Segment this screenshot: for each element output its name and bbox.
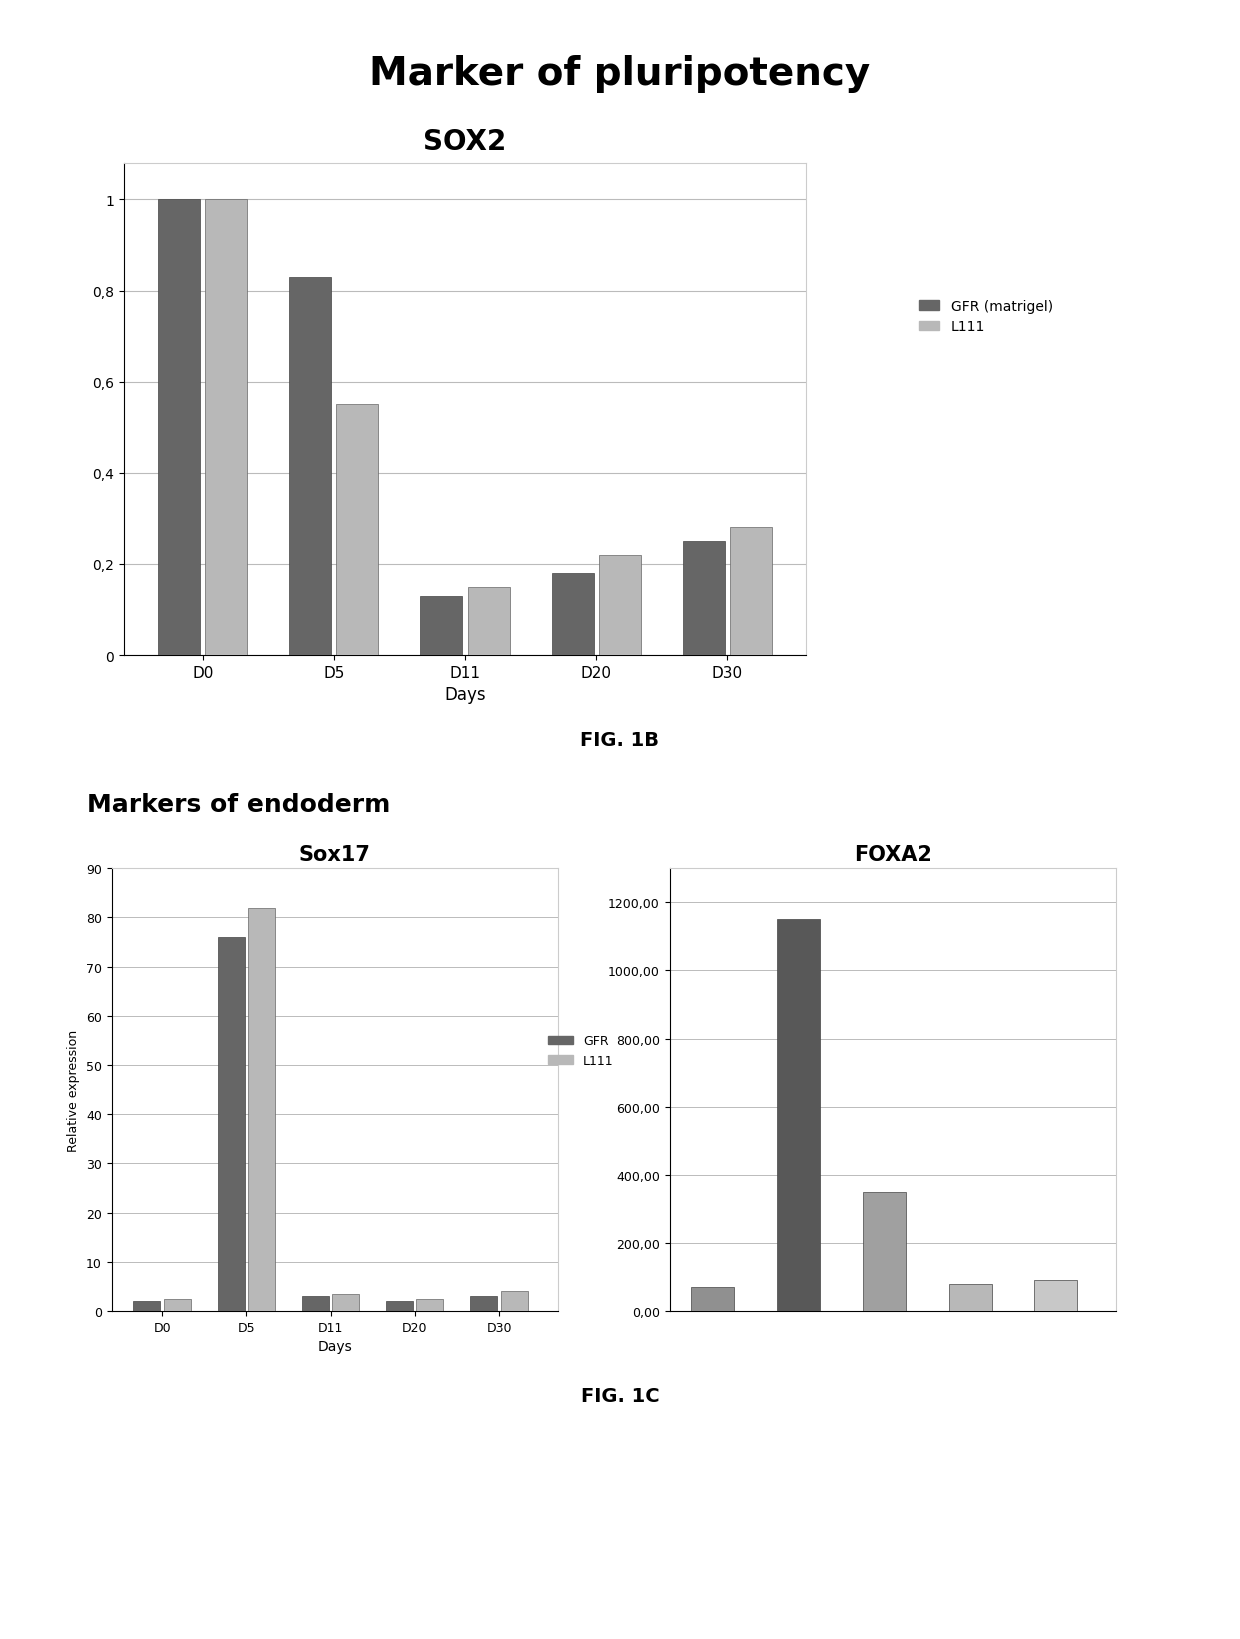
- X-axis label: Days: Days: [444, 685, 486, 703]
- Bar: [552, 574, 594, 656]
- Title: SOX2: SOX2: [423, 128, 507, 156]
- Title: FOXA2: FOXA2: [854, 844, 931, 864]
- Legend: GFR, L111: GFR, L111: [543, 1029, 619, 1072]
- Bar: [159, 200, 200, 656]
- Bar: [599, 556, 641, 656]
- Bar: [417, 1298, 444, 1311]
- Bar: [248, 908, 275, 1311]
- Bar: [303, 1296, 329, 1311]
- Bar: [691, 1287, 734, 1311]
- Bar: [501, 1292, 528, 1311]
- Text: Marker of pluripotency: Marker of pluripotency: [370, 54, 870, 93]
- Bar: [218, 938, 244, 1311]
- Bar: [1034, 1280, 1078, 1311]
- Bar: [949, 1283, 992, 1311]
- Bar: [386, 1301, 413, 1311]
- Text: FIG. 1B: FIG. 1B: [580, 731, 660, 749]
- Text: Markers of endoderm: Markers of endoderm: [87, 792, 391, 816]
- Bar: [134, 1301, 160, 1311]
- Text: FIG. 1C: FIG. 1C: [580, 1387, 660, 1405]
- Title: Sox17: Sox17: [299, 844, 371, 864]
- Bar: [164, 1298, 191, 1311]
- Bar: [332, 1295, 360, 1311]
- Bar: [289, 277, 331, 656]
- Bar: [467, 587, 510, 656]
- Bar: [683, 543, 724, 656]
- X-axis label: Days: Days: [317, 1339, 352, 1354]
- Bar: [336, 405, 378, 656]
- Bar: [470, 1296, 497, 1311]
- Bar: [206, 200, 247, 656]
- Bar: [420, 597, 463, 656]
- Bar: [777, 919, 820, 1311]
- Bar: [730, 528, 771, 656]
- Bar: [863, 1192, 905, 1311]
- Y-axis label: Relative expression: Relative expression: [67, 1029, 81, 1151]
- Legend: GFR (matrigel), L111: GFR (matrigel), L111: [913, 293, 1058, 339]
